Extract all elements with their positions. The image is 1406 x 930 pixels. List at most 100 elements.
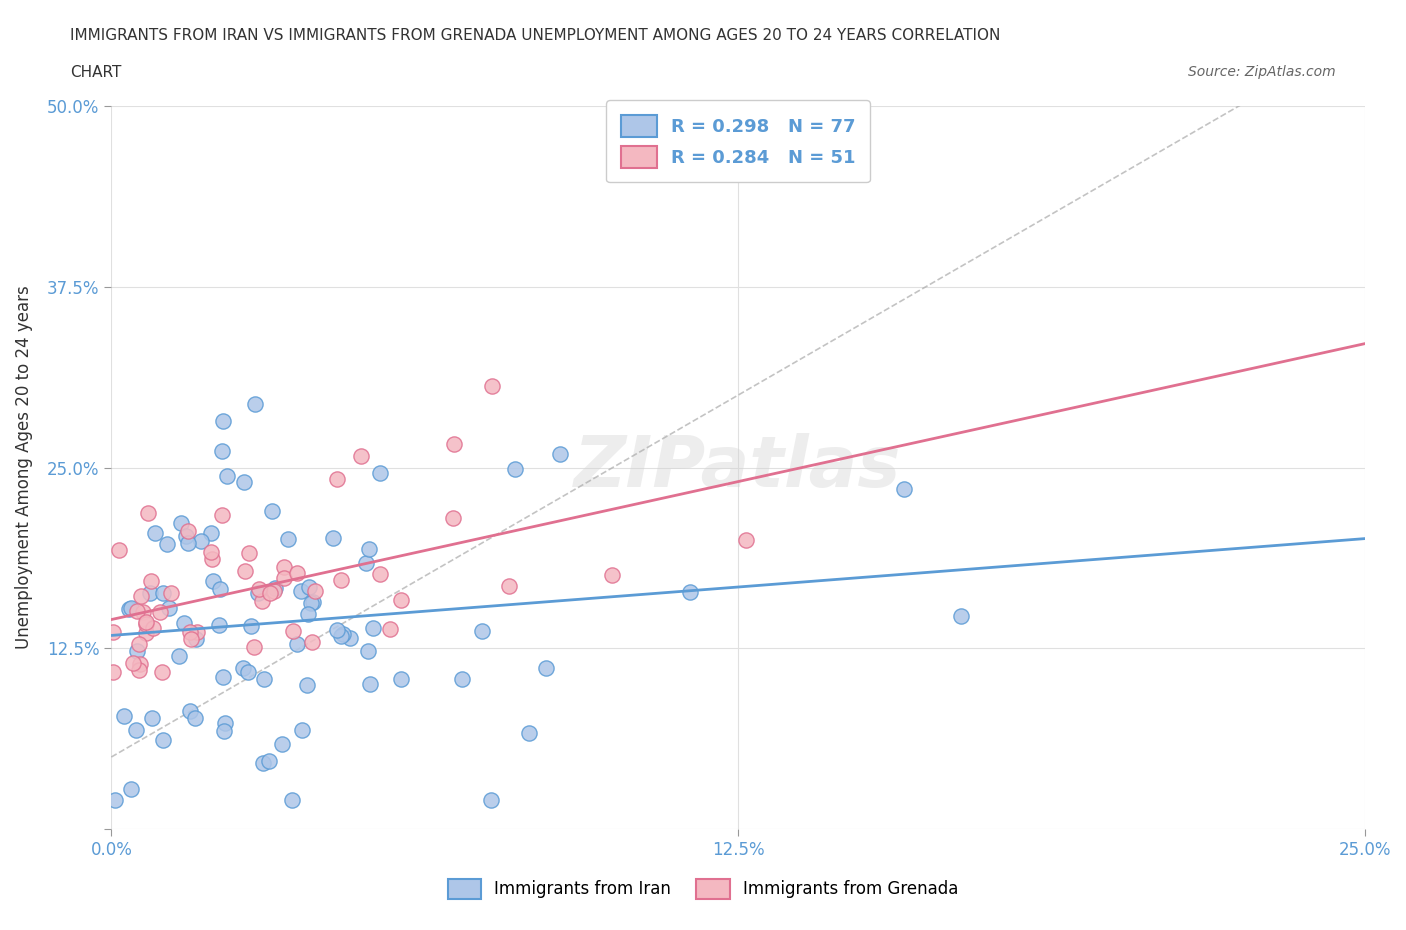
- Text: ZIPatlas: ZIPatlas: [574, 433, 901, 502]
- Point: [208, 618, 231, 632]
- Point: [217, 468, 239, 483]
- Point: [135, 617, 157, 631]
- Point: [441, 511, 464, 525]
- Point: [357, 541, 380, 556]
- Point: [152, 733, 174, 748]
- Point: [679, 584, 702, 599]
- Point: [139, 585, 162, 600]
- Point: [118, 602, 141, 617]
- Point: [122, 656, 145, 671]
- Point: [304, 583, 326, 598]
- Point: [202, 574, 225, 589]
- Point: [186, 624, 208, 639]
- Point: [135, 615, 157, 630]
- Point: [247, 586, 270, 601]
- Point: [184, 631, 207, 646]
- Point: [451, 672, 474, 687]
- Point: [302, 594, 325, 609]
- Point: [157, 601, 180, 616]
- Point: [232, 660, 254, 675]
- Point: [200, 545, 222, 560]
- Point: [112, 709, 135, 724]
- Point: [243, 396, 266, 411]
- Point: [339, 631, 361, 645]
- Legend: Immigrants from Iran, Immigrants from Grenada: Immigrants from Iran, Immigrants from Gr…: [434, 866, 972, 912]
- Point: [517, 726, 540, 741]
- Point: [301, 634, 323, 649]
- Point: [176, 529, 198, 544]
- Point: [263, 583, 285, 598]
- Point: [252, 671, 274, 686]
- Point: [103, 793, 125, 808]
- Point: [378, 622, 401, 637]
- Point: [368, 567, 391, 582]
- Y-axis label: Unemployment Among Ages 20 to 24 years: Unemployment Among Ages 20 to 24 years: [15, 286, 32, 649]
- Point: [238, 546, 260, 561]
- Text: Source: ZipAtlas.com: Source: ZipAtlas.com: [1188, 65, 1336, 79]
- Point: [354, 556, 377, 571]
- Point: [260, 504, 283, 519]
- Point: [214, 716, 236, 731]
- Point: [243, 639, 266, 654]
- Point: [259, 586, 281, 601]
- Point: [534, 660, 557, 675]
- Point: [368, 466, 391, 481]
- Point: [325, 622, 347, 637]
- Point: [211, 508, 233, 523]
- Point: [332, 627, 354, 642]
- Point: [389, 592, 412, 607]
- Point: [471, 624, 494, 639]
- Point: [277, 531, 299, 546]
- Point: [190, 533, 212, 548]
- Point: [211, 414, 233, 429]
- Point: [211, 670, 233, 684]
- Point: [180, 631, 202, 646]
- Point: [329, 573, 352, 588]
- Point: [389, 671, 412, 686]
- Point: [131, 605, 153, 620]
- Point: [329, 629, 352, 644]
- Point: [139, 574, 162, 589]
- Point: [479, 793, 502, 808]
- Point: [285, 637, 308, 652]
- Point: [214, 724, 236, 738]
- Point: [184, 711, 207, 725]
- Point: [211, 444, 233, 458]
- Point: [179, 624, 201, 639]
- Point: [950, 608, 973, 623]
- Point: [142, 621, 165, 636]
- Point: [481, 379, 503, 393]
- Point: [150, 664, 173, 679]
- Point: [297, 606, 319, 621]
- Point: [498, 578, 520, 593]
- Point: [125, 604, 148, 618]
- Point: [177, 524, 200, 538]
- Point: [236, 664, 259, 679]
- Point: [149, 604, 172, 619]
- Point: [200, 525, 222, 540]
- Point: [263, 580, 285, 595]
- Point: [281, 792, 304, 807]
- Point: [232, 475, 254, 490]
- Point: [290, 584, 312, 599]
- Point: [273, 560, 295, 575]
- Point: [283, 624, 305, 639]
- Point: [128, 637, 150, 652]
- Point: [129, 589, 152, 604]
- Point: [359, 676, 381, 691]
- Point: [361, 620, 384, 635]
- Point: [350, 449, 373, 464]
- Point: [259, 753, 281, 768]
- Point: [173, 616, 195, 631]
- Point: [600, 568, 623, 583]
- Point: [177, 536, 200, 551]
- Point: [125, 722, 148, 737]
- Point: [249, 582, 271, 597]
- Point: [108, 543, 131, 558]
- Point: [179, 703, 201, 718]
- Point: [893, 482, 915, 497]
- Point: [135, 625, 157, 640]
- Point: [291, 723, 314, 737]
- Point: [167, 649, 190, 664]
- Point: [357, 644, 380, 658]
